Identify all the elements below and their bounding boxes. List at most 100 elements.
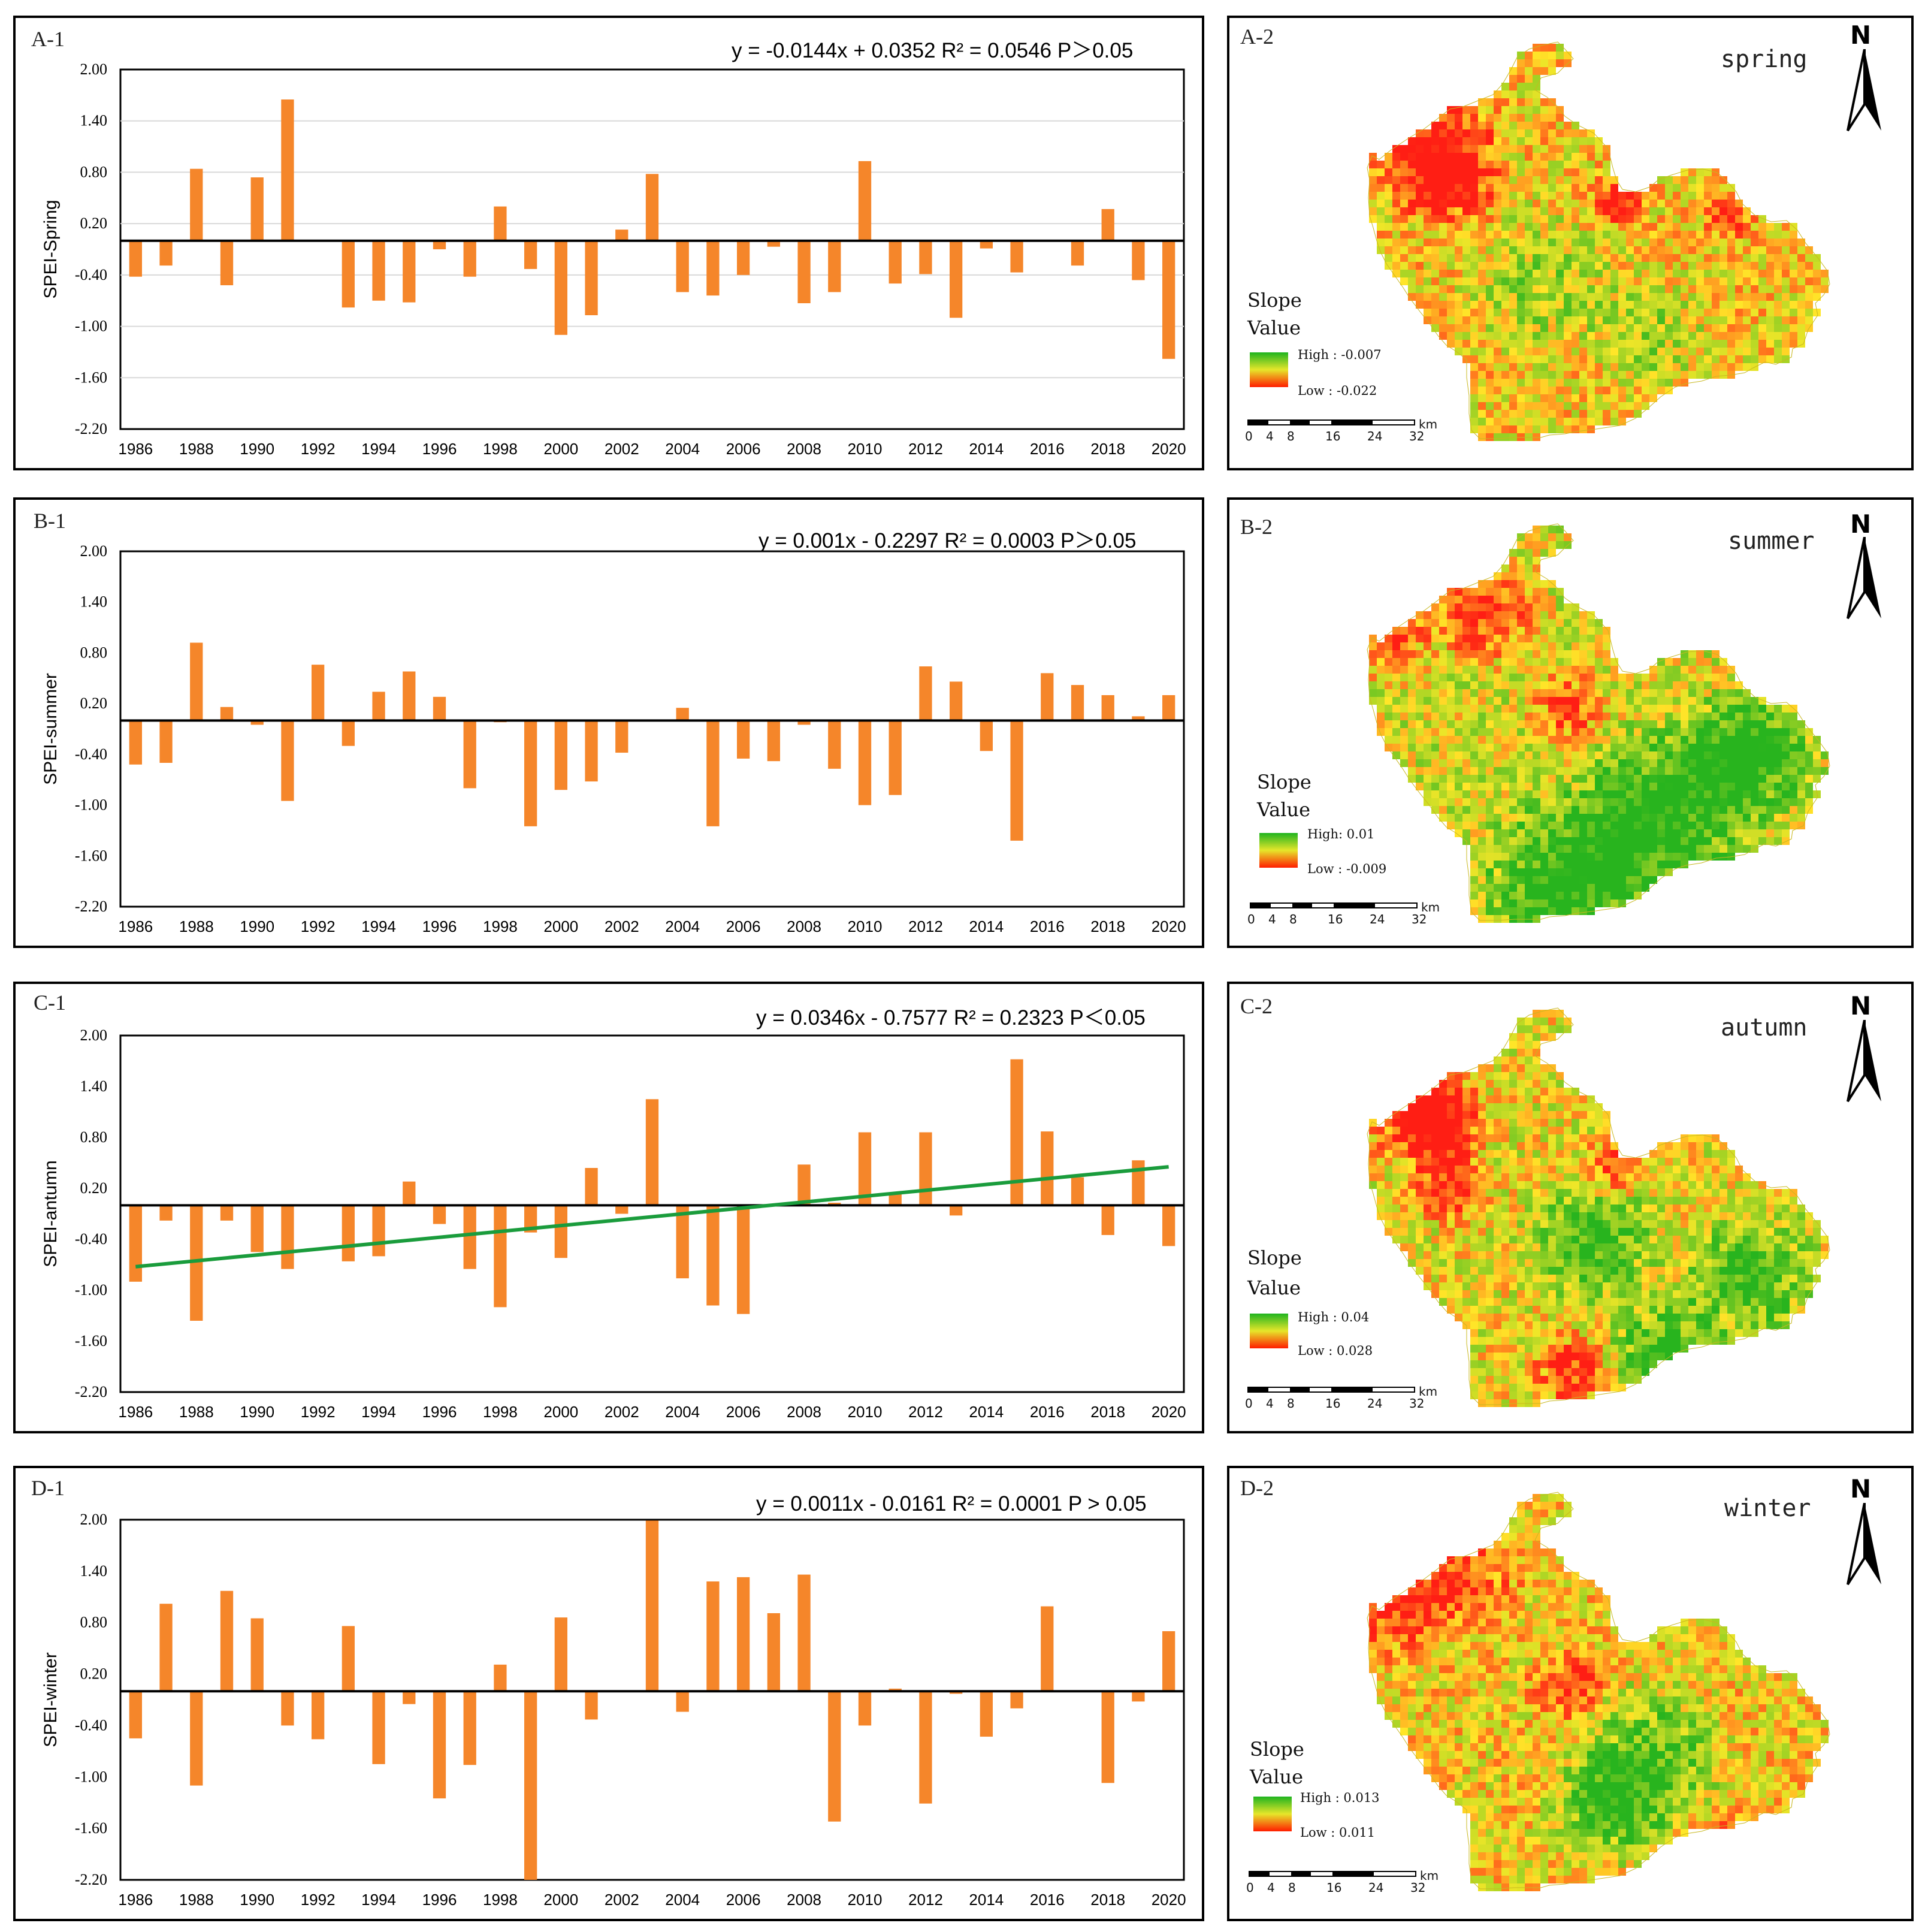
x-tick-label: 2008 bbox=[787, 440, 821, 458]
bar-1990 bbox=[250, 1205, 264, 1252]
bar-1999 bbox=[524, 720, 537, 826]
scale-tick: 16 bbox=[1325, 429, 1341, 443]
study-area-outline bbox=[1367, 523, 1830, 921]
bar-2009 bbox=[828, 720, 841, 769]
x-tick-label: 1988 bbox=[179, 1891, 214, 1909]
x-tick-label: 2006 bbox=[726, 1403, 761, 1421]
scale-tick: 4 bbox=[1266, 429, 1274, 443]
bar-2015 bbox=[1010, 1059, 1023, 1206]
x-tick-label: 1990 bbox=[240, 917, 274, 935]
x-tick-label: 1986 bbox=[118, 917, 153, 935]
legend-low-d2: Low : 0.011 bbox=[1300, 1825, 1376, 1840]
bar-1988 bbox=[190, 1205, 203, 1321]
y-tick-label: 1.40 bbox=[80, 1077, 108, 1095]
north-arrow-icon bbox=[1847, 49, 1881, 132]
north-arrow-icon bbox=[1847, 1020, 1881, 1103]
x-tick-label: 1988 bbox=[179, 917, 214, 935]
bar-2007 bbox=[767, 720, 781, 762]
x-tick-label: 2008 bbox=[787, 1891, 821, 1909]
bar-2020 bbox=[1162, 240, 1175, 359]
y-tick-label: 2.00 bbox=[80, 61, 108, 78]
bar-2000 bbox=[554, 720, 568, 790]
legend-low-c2: Low : 0.028 bbox=[1298, 1344, 1373, 1358]
x-tick-label: 1988 bbox=[179, 1403, 214, 1421]
bar-2018 bbox=[1101, 695, 1114, 721]
plot-area bbox=[119, 68, 1185, 430]
bar-2008 bbox=[797, 720, 811, 725]
bar-2017 bbox=[1071, 1177, 1084, 1206]
bar-1997 bbox=[463, 240, 476, 277]
y-tick-label: 2.00 bbox=[80, 542, 108, 560]
bar-2017 bbox=[1071, 240, 1084, 266]
bar-2010 bbox=[858, 720, 872, 805]
scale-bar-d2 bbox=[1249, 1871, 1416, 1877]
chart-panel-b1: B-1 y = 0.001x - 0.2297 R² = 0.0003 P＞0.… bbox=[13, 497, 1204, 948]
x-tick-label: 1990 bbox=[240, 1891, 274, 1909]
panel-label-b1: B-1 bbox=[34, 509, 66, 533]
scale-tick: 32 bbox=[1410, 1880, 1426, 1895]
scale-tick: 16 bbox=[1326, 1880, 1342, 1895]
bar-2012 bbox=[919, 240, 932, 274]
bar-1990 bbox=[250, 1618, 264, 1692]
bar-2004 bbox=[676, 1205, 689, 1279]
x-tick-label: 2006 bbox=[726, 917, 761, 935]
slope-map-a2 bbox=[1367, 41, 1830, 441]
bar-2001 bbox=[585, 1168, 598, 1206]
y-axis-label: SPEI-summer bbox=[41, 673, 61, 785]
scale-tick: 4 bbox=[1267, 1880, 1275, 1895]
legend-gradient-a2 bbox=[1250, 352, 1288, 387]
scale-tick: 4 bbox=[1266, 1396, 1274, 1411]
legend-gradient-d2 bbox=[1253, 1797, 1292, 1831]
y-tick-label: 0.20 bbox=[80, 215, 108, 232]
y-tick-label: -1.60 bbox=[75, 1819, 107, 1837]
x-tick-label: 2008 bbox=[787, 1403, 821, 1421]
x-tick-label: 2012 bbox=[908, 440, 943, 458]
x-tick-label: 2018 bbox=[1090, 440, 1125, 458]
x-tick-label: 2018 bbox=[1090, 917, 1125, 935]
x-tick-label: 1996 bbox=[422, 440, 457, 458]
scale-tick: 24 bbox=[1368, 1880, 1384, 1895]
bar-2003 bbox=[645, 174, 659, 241]
bar-1992 bbox=[311, 1691, 325, 1740]
north-arrow-icon bbox=[1847, 1503, 1881, 1586]
bar-1995 bbox=[403, 240, 416, 303]
bar-2000 bbox=[554, 240, 568, 335]
bar-1998 bbox=[494, 1664, 507, 1692]
x-tick-label: 2016 bbox=[1030, 1891, 1065, 1909]
x-tick-label: 1994 bbox=[361, 1891, 396, 1909]
bar-2004 bbox=[676, 1691, 689, 1712]
bar-1996 bbox=[433, 1691, 446, 1799]
legend-title-line2: Value bbox=[1247, 1276, 1301, 1299]
bar-2012 bbox=[919, 1691, 932, 1804]
x-tick-label: 2002 bbox=[605, 1403, 639, 1421]
bar-2010 bbox=[858, 1691, 872, 1726]
bar-1994 bbox=[372, 692, 385, 721]
bar-1997 bbox=[463, 1205, 476, 1269]
x-tick-label: 2004 bbox=[665, 440, 700, 458]
bar-2009 bbox=[828, 240, 841, 292]
x-tick-label: 1994 bbox=[361, 440, 396, 458]
chart-panel-a1: A-1 y = -0.0144x + 0.0352 R² = 0.0546 P＞… bbox=[13, 16, 1204, 470]
bar-1986 bbox=[129, 1691, 143, 1738]
map-panel-a2: A-2 spring N Slope Value High : -0.007 Lo… bbox=[1227, 16, 1914, 470]
bar-2001 bbox=[585, 1691, 598, 1720]
equation-a1: y = -0.0144x + 0.0352 R² = 0.0546 P＞0.05 bbox=[732, 39, 1134, 62]
bar-1990 bbox=[250, 720, 264, 725]
bar-1991 bbox=[281, 1205, 294, 1269]
bar-2011 bbox=[889, 240, 902, 284]
x-tick-label: 1992 bbox=[301, 1891, 336, 1909]
legend-title-line1: Slope bbox=[1247, 289, 1302, 312]
scale-tick: 8 bbox=[1287, 1396, 1295, 1411]
y-tick-label: -0.40 bbox=[75, 745, 107, 763]
bar-2005 bbox=[706, 1205, 720, 1306]
y-tick-label: -1.60 bbox=[75, 369, 107, 386]
bar-2005 bbox=[706, 1581, 720, 1692]
season-label-d2: winter bbox=[1724, 1495, 1811, 1522]
bar-1987 bbox=[159, 720, 173, 763]
plot-area bbox=[119, 1519, 1185, 1881]
bar-1988 bbox=[190, 642, 203, 721]
x-tick-label: 2014 bbox=[969, 440, 1004, 458]
x-tick-label: 1998 bbox=[483, 1403, 518, 1421]
north-arrow-label: N bbox=[1850, 20, 1872, 50]
x-tick-label: 2012 bbox=[908, 1403, 943, 1421]
